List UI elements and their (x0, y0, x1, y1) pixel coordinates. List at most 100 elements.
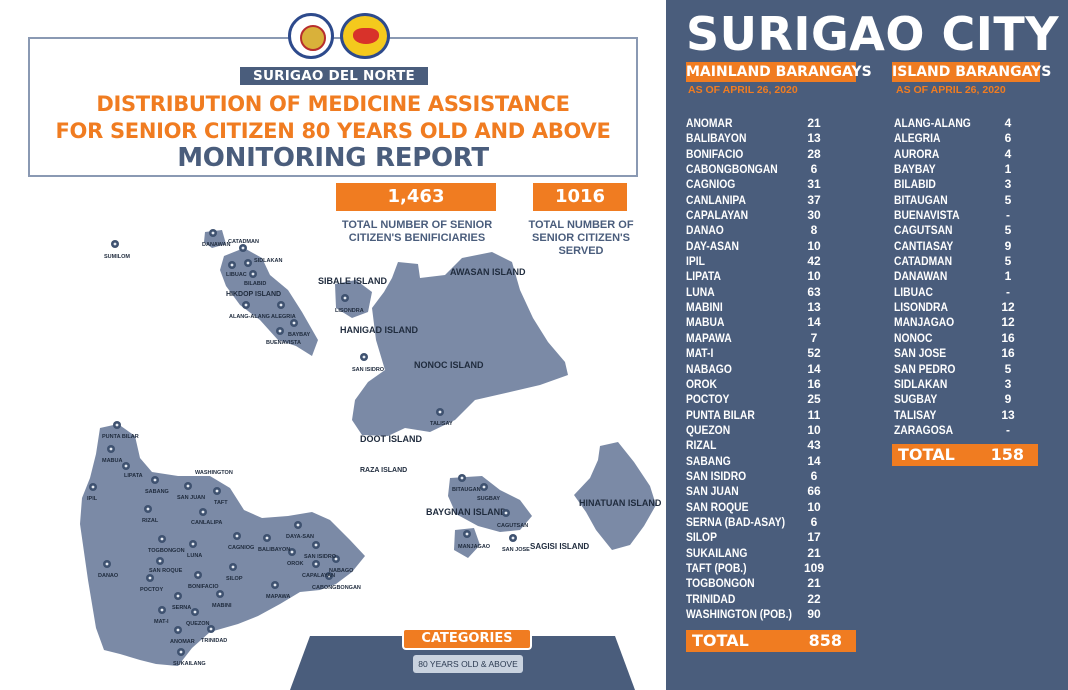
barangay-name: POCTOY (686, 392, 730, 407)
table-row: BILABID 3 (894, 177, 1028, 192)
barangay-count: 5 (1004, 254, 1012, 269)
table-row: BAYBAY 1 (894, 162, 1028, 177)
pin-icon (174, 592, 182, 600)
place-label: SERNA (172, 605, 191, 611)
table-row: WASHINGTON (POB.) 90 (686, 607, 834, 622)
pin-icon (277, 301, 285, 309)
place-label: LIPATA (124, 473, 143, 479)
barangay-count: 31 (807, 177, 821, 192)
barangay-name: BILABID (894, 177, 936, 192)
table-row: QUEZON 10 (686, 423, 834, 438)
table-row: ALANG-ALANG 4 (894, 116, 1028, 131)
barangay-name: BUENAVISTA (894, 208, 960, 223)
barangay-name: BALIBAYON (686, 131, 747, 146)
place-label: LIBUAC (226, 272, 247, 278)
barangay-name: SERNA (BAD-ASAY) (686, 514, 786, 529)
table-row: SERNA (BAD-ASAY) 6 (686, 515, 834, 530)
pin-icon (229, 563, 237, 571)
island-label-awasan: AWASAN ISLAND (450, 267, 526, 277)
barangay-count: 52 (807, 346, 821, 361)
pin-icon (480, 483, 488, 491)
barangay-count: 66 (807, 484, 821, 499)
pin-icon (312, 560, 320, 568)
barangay-count: 1 (1004, 269, 1012, 284)
table-row: CAGNIOG 31 (686, 177, 834, 192)
barangay-name: SAN JUAN (686, 484, 739, 499)
place-label: CABONGBONGAN (312, 585, 361, 591)
barangay-name: CAPALAYAN (686, 208, 749, 223)
pin-icon (463, 530, 471, 538)
pin-icon (158, 606, 166, 614)
pin-icon (207, 625, 215, 633)
barangay-count: 6 (810, 514, 818, 529)
barangay-name: TOGBONGON (686, 576, 755, 591)
barangay-count: 17 (807, 530, 821, 545)
table-row: SUGBAY 9 (894, 392, 1028, 407)
pin-icon (332, 555, 340, 563)
pin-icon (360, 353, 368, 361)
barangay-name: TRINIDAD (686, 591, 736, 606)
provincial-seal-icon (288, 13, 334, 59)
barangay-count: 21 (807, 576, 821, 591)
barangay-count: 90 (807, 607, 821, 621)
place-label: CANLALIPA (191, 520, 222, 526)
table-row: LISONDRA 12 (894, 300, 1028, 315)
served-value: 1016 (533, 183, 627, 211)
place-label: DANAWAN (202, 242, 230, 248)
table-row: LIBUAC - (894, 285, 1028, 300)
place-label: SAN JUAN (177, 495, 205, 501)
place-label: ALANG-ALANG (229, 314, 270, 320)
barangay-count: 14 (807, 453, 821, 468)
place-label: ALEGRIA (271, 314, 296, 320)
sibale-island-shape (335, 280, 372, 318)
barangay-count: 8 (810, 223, 818, 238)
pin-icon (325, 572, 333, 580)
place-label: ANOMAR (170, 639, 195, 645)
table-row: CAGUTSAN 5 (894, 223, 1028, 238)
table-row: DANAWAN 1 (894, 269, 1028, 284)
table-row: NONOC 16 (894, 331, 1028, 346)
barangay-name: SAN PEDRO (894, 361, 956, 376)
infographic-left-panel: SURIGAO DEL NORTE DISTRIBUTION OF MEDICI… (28, 13, 662, 690)
pin-icon (113, 421, 121, 429)
pin-icon (156, 557, 164, 565)
island-label-hinatuan: HINATUAN ISLAND (579, 498, 662, 508)
barangay-count: 10 (807, 422, 821, 437)
barangay-name: MABUA (686, 315, 725, 330)
barangay-count: 22 (807, 591, 821, 606)
barangay-name: CAGUTSAN (894, 223, 953, 238)
barangay-count: - (1006, 208, 1010, 223)
place-label: SAN JOSE (502, 547, 530, 553)
place-label: CATADMAN (228, 239, 259, 245)
table-row: SUKAILANG 21 (686, 546, 834, 561)
barangay-name: IPIL (686, 254, 705, 269)
pin-icon (151, 476, 159, 484)
barangay-name: MAT-I (686, 346, 714, 361)
table-row: SAN PEDRO 5 (894, 362, 1028, 377)
table-row: SABANG 14 (686, 454, 834, 469)
table-row: LUNA 63 (686, 285, 834, 300)
place-label: SAN ROQUE (149, 568, 183, 574)
barangay-name: BAYBAY (894, 162, 936, 177)
place-label: TRINIDAD (201, 638, 227, 644)
place-label: BALIBAYON (258, 547, 290, 553)
barangay-name: CATADMAN (894, 254, 953, 269)
hikdop-island-shape (220, 248, 318, 356)
barangay-count: 3 (1004, 177, 1012, 192)
barangay-count: 28 (807, 146, 821, 161)
barangay-count: 7 (810, 330, 818, 345)
barangay-name: LIPATA (686, 269, 721, 284)
mainland-total: TOTAL 858 (686, 630, 856, 652)
pin-icon (189, 540, 197, 548)
place-label: SUKAILANG (173, 661, 206, 667)
barangay-count: 16 (1001, 346, 1015, 361)
table-row: MAPAWA 7 (686, 331, 834, 346)
province-label: SURIGAO DEL NORTE (240, 67, 428, 85)
place-label: WASHINGTON (195, 470, 233, 476)
island-total-value: 158 (990, 445, 1024, 464)
barangay-name: SAN JOSE (894, 346, 947, 361)
barangay-name: SUGBAY (894, 392, 938, 407)
pin-icon (288, 548, 296, 556)
table-row: SILOP 17 (686, 530, 834, 545)
barangay-count: 43 (807, 438, 821, 453)
